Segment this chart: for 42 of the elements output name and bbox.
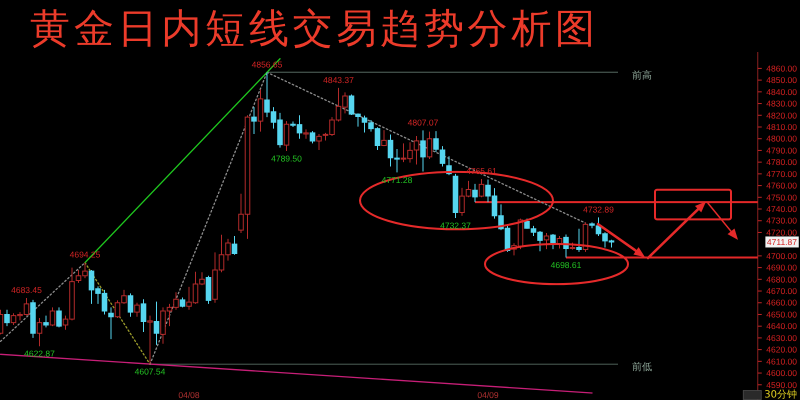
annotation: 4843.37 (323, 74, 354, 85)
y-tick-label: 4740.00 (766, 204, 797, 214)
annotation: 4683.45 (11, 285, 42, 296)
y-tick-label: 4780.00 (766, 157, 797, 168)
y-tick-label: 4790.00 (766, 145, 797, 156)
y-tick-label: 4820.00 (766, 110, 797, 120)
y-tick-label: 4730.00 (766, 216, 797, 226)
note: 30分钟 (764, 390, 797, 400)
annotation: 4732.37 (440, 220, 471, 230)
y-tick-label: 4720.00 (766, 227, 797, 238)
y-tick-label: 4750.00 (766, 192, 797, 202)
ref-line-label: 前高 (632, 69, 652, 82)
annotation: 4607.54 (134, 366, 166, 377)
x-tick-label: 04/09 (477, 390, 499, 400)
y-tick-label: 4640.00 (766, 321, 797, 332)
y-tick-label: 4680.00 (766, 274, 797, 284)
y-tick-label: 4630.00 (766, 332, 797, 343)
annotation: 4807.07 (408, 117, 438, 128)
annotation: 4789.50 (271, 153, 302, 164)
y-tick-label: 4810.00 (766, 122, 797, 132)
annotation: 4698.61 (550, 260, 582, 270)
y-tick-label: 4850.00 (766, 75, 797, 86)
ref-line-label: 前低 (632, 361, 652, 374)
y-tick-label: 4770.00 (766, 168, 797, 179)
annotation: 4622.87 (24, 348, 55, 359)
title: 黄金日内短线交易趋势分析图 (30, 6, 595, 52)
annotation: 4732.89 (583, 204, 614, 214)
y-tick-label: 4840.00 (766, 86, 797, 97)
y-tick-label: 4620.00 (766, 344, 797, 355)
x-tick-label: 04/08 (178, 390, 200, 400)
y-tick-label: 4800.00 (766, 134, 797, 144)
y-tick-label: 4650.00 (766, 309, 797, 320)
y-tick-label: 4660.00 (766, 298, 797, 308)
y-tick-label: 4590.00 (766, 380, 797, 390)
y-tick-label: 4690.00 (766, 262, 797, 273)
y-tick-label: 4700.00 (766, 250, 797, 261)
y-tick-label: 4670.00 (766, 286, 797, 296)
y-tick-label: 4600.00 (766, 368, 797, 378)
y-tick-label: 4830.00 (766, 98, 797, 109)
y-tick-label: 4760.00 (766, 180, 797, 191)
y-tick-label: 4860.00 (766, 63, 797, 74)
y-tick-label: 4610.00 (766, 356, 797, 366)
